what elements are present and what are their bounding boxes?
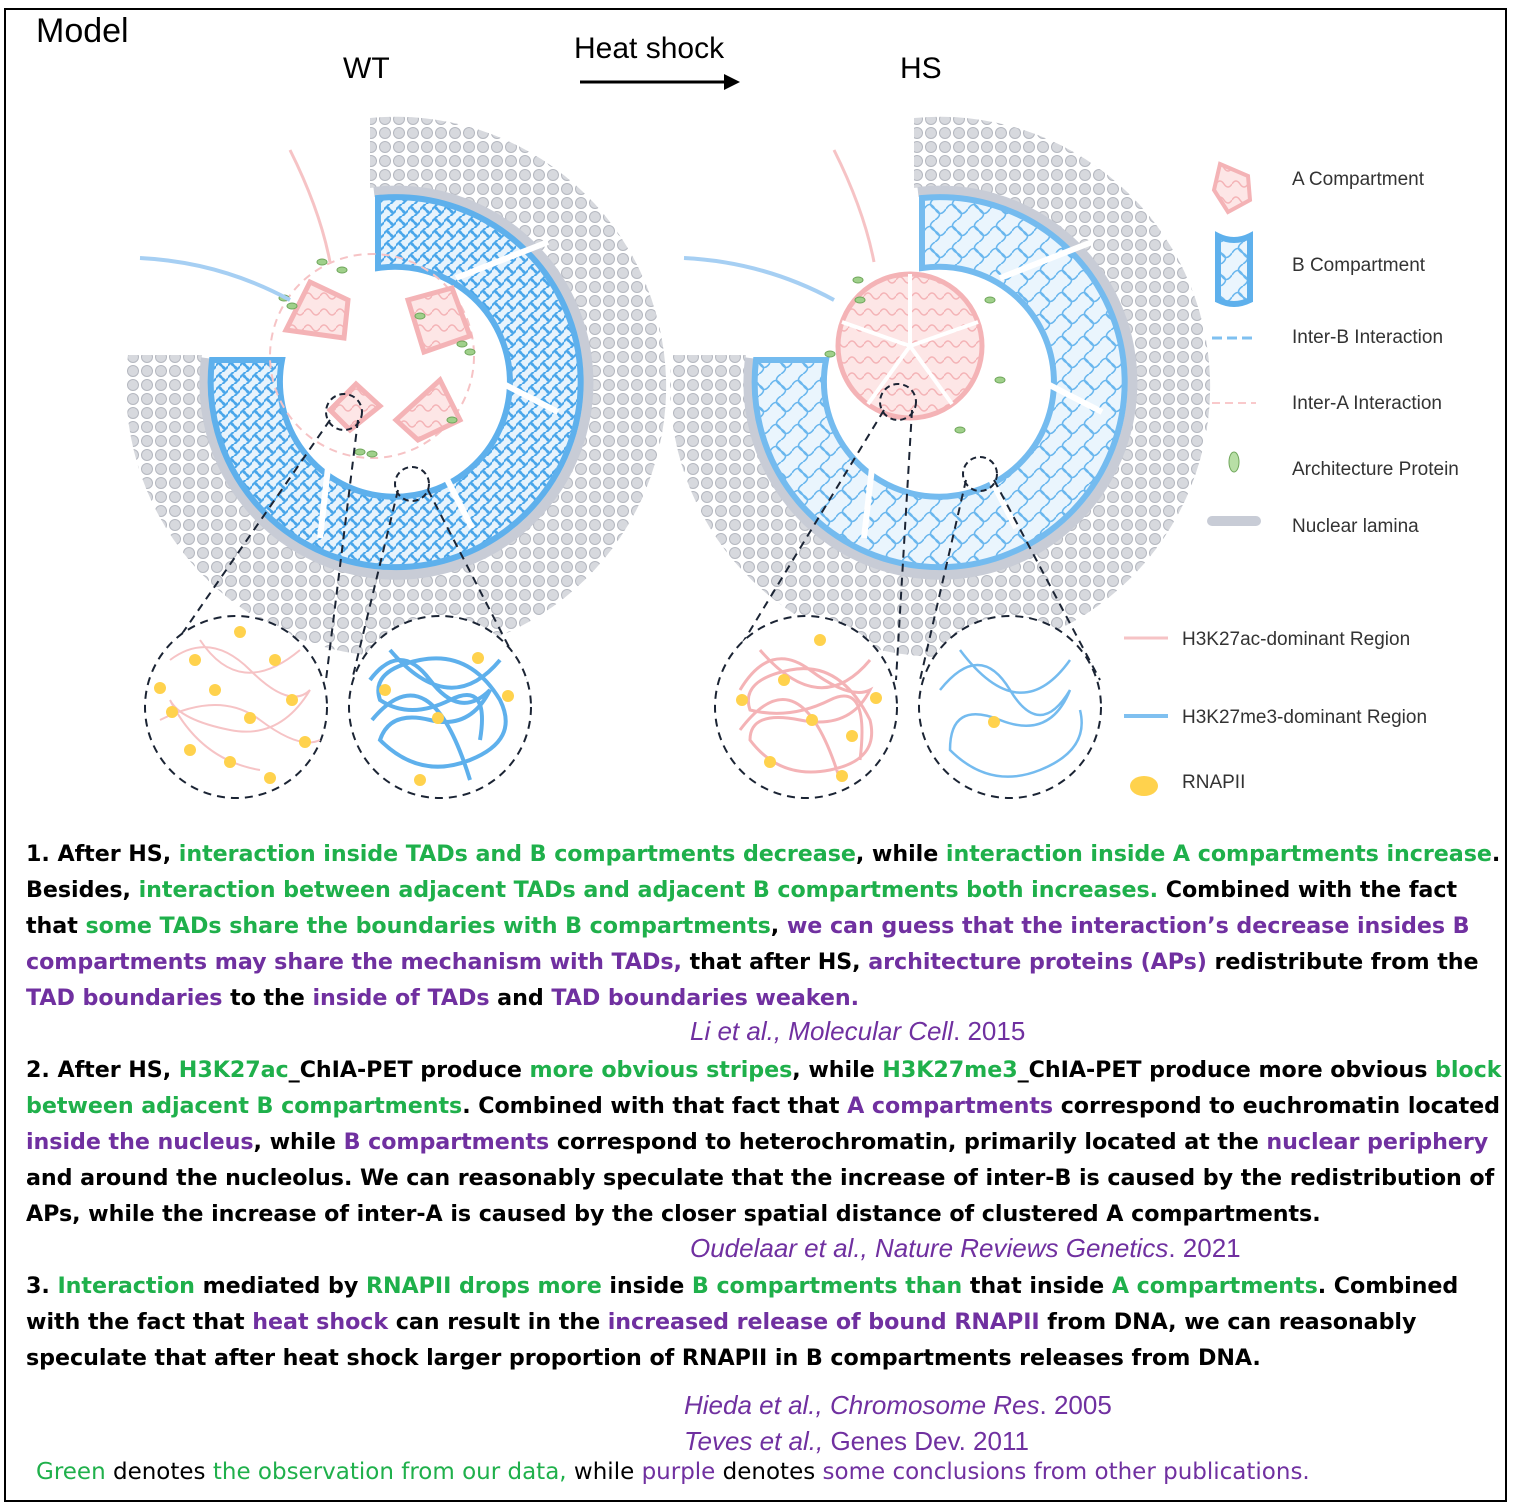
- color-key-footer: Green denotes the observation from our d…: [36, 1459, 1310, 1485]
- legend-rnapii: RNAPII: [1182, 772, 1246, 793]
- rnapii-dot-icon: [1130, 776, 1158, 796]
- wt-label: WT: [343, 52, 390, 85]
- hs-label: HS: [900, 52, 942, 85]
- wt-b-zoom-circle: [348, 615, 532, 799]
- hs-nucleus: [670, 116, 1211, 657]
- citation-li: Li et al., Molecular Cell. 2015: [690, 1016, 1026, 1046]
- citation-oudelaar: Oudelaar et al., Nature Reviews Genetics…: [690, 1233, 1241, 1263]
- a-compartment-icon: [1211, 161, 1253, 215]
- legend-inter-b: Inter-B Interaction: [1292, 327, 1444, 348]
- b-compartment-icon: [1215, 231, 1253, 307]
- figure-frame: [4, 8, 1507, 1502]
- legend-b-compartment: B Compartment: [1292, 255, 1426, 276]
- figure-title: Model: [36, 12, 129, 50]
- heat-shock-arrow-icon: [580, 74, 740, 90]
- wt-nucleus: [126, 116, 667, 657]
- paragraph-1: 1. After HS, interaction inside TADs and…: [26, 841, 1501, 1011]
- legend-h3k27me3: H3K27me3-dominant Region: [1182, 707, 1428, 728]
- legend-a-compartment: A Compartment: [1292, 169, 1424, 190]
- legend-architecture-protein: Architecture Protein: [1292, 459, 1459, 480]
- wt-a-zoom-circle: [144, 615, 328, 799]
- legend-h3k27ac: H3K27ac-dominant Region: [1182, 629, 1411, 650]
- legend-inter-a: Inter-A Interaction: [1292, 393, 1442, 414]
- citation-hieda: Hieda et al., Chromosome Res. 2005: [684, 1390, 1112, 1420]
- legend-nuclear-lamina: Nuclear lamina: [1292, 516, 1419, 537]
- heat-shock-label: Heat shock: [574, 32, 725, 65]
- hs-a-zoom-circle: [714, 615, 898, 799]
- architecture-protein-icon: [1228, 451, 1240, 473]
- model-diagram: [126, 74, 1261, 799]
- paragraph-2: 2. After HS, H3K27ac_ChIA-PET produce mo…: [26, 1057, 1502, 1227]
- hs-b-zoom-circle: [918, 615, 1102, 799]
- paragraph-3: 3. Interaction mediated by RNAPII drops …: [26, 1273, 1459, 1371]
- citation-teves: Teves et al., Genes Dev. 2011: [684, 1426, 1029, 1456]
